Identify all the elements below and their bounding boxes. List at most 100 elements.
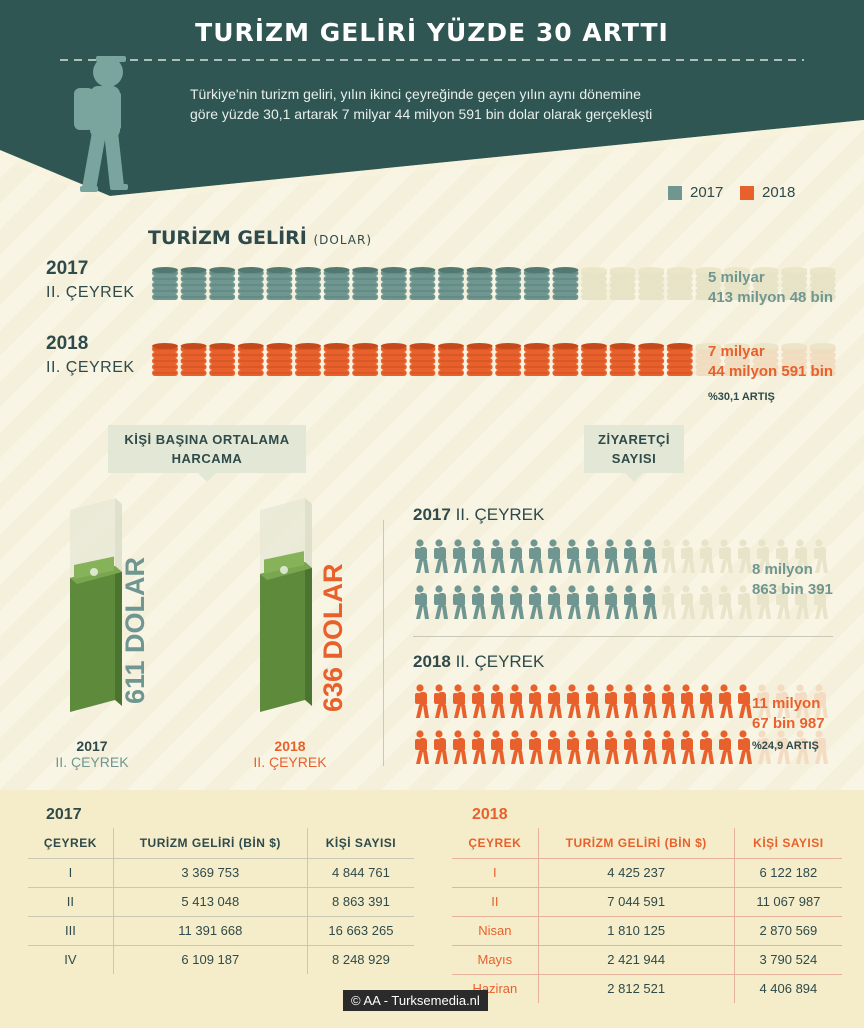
header-banner: TURİZM GELİRİ YÜZDE 30 ARTTI Türkiye'nin…	[0, 0, 864, 200]
table-2018-cell: 3 790 524	[733, 944, 842, 974]
income-title-text: TURİZM GELİRİ	[148, 227, 307, 249]
visitors-quarter-2018: II. ÇEYREK	[455, 652, 545, 671]
table-2017-cell: 6 109 187	[112, 944, 308, 974]
visitors-increase: %24,9 ARTIŞ	[752, 740, 819, 752]
people-grid-2018	[415, 684, 828, 764]
coin-stack	[295, 267, 321, 300]
coin-stack-faded	[666, 267, 693, 300]
person-icon	[434, 730, 448, 764]
coin-stack	[352, 267, 379, 300]
coin-stack	[409, 267, 436, 300]
person-icon	[624, 539, 638, 573]
person-icon	[510, 730, 524, 764]
hiker-icon	[74, 56, 128, 192]
table-2018-cell: II	[452, 886, 539, 916]
person-icon-faded	[738, 585, 752, 619]
person-icon-faded	[814, 730, 828, 764]
person-icon	[643, 585, 657, 619]
coin-stack	[295, 343, 321, 376]
person-icon	[434, 684, 448, 718]
person-icon-faded	[757, 539, 771, 573]
person-icon	[605, 539, 619, 573]
person-icon	[472, 684, 486, 718]
pillar-2017	[70, 498, 122, 712]
section-divider	[383, 520, 384, 766]
person-icon-faded	[795, 585, 809, 619]
coin-stack	[209, 267, 236, 300]
legend-swatch-orange	[740, 185, 754, 200]
coin-stack-faded	[752, 267, 779, 300]
person-icon	[453, 684, 467, 718]
visitors-badge-line2: SAYISI	[611, 451, 657, 466]
person-icon-faded	[662, 585, 676, 619]
table-row: Mayıs 2 421 944 3 790 524	[452, 944, 842, 974]
person-icon	[472, 730, 486, 764]
table-row: III 11 391 668 16 663 265	[28, 915, 414, 945]
person-icon-faded	[776, 684, 790, 718]
person-icon	[567, 684, 581, 718]
person-icon	[738, 730, 752, 764]
coin-stack-faded	[695, 267, 722, 300]
table-2017-cell: III	[28, 915, 114, 945]
table-2018-cell: Mayıs	[452, 944, 539, 974]
person-icon	[662, 730, 676, 764]
income-value-2018-line1: 7 milyar	[708, 343, 765, 360]
person-icon	[491, 585, 505, 619]
pillar-label-2017: 2017 II. ÇEYREK	[37, 738, 147, 770]
coin-stack	[609, 343, 636, 376]
coin-stack-faded	[781, 343, 808, 376]
table-2018-cell: 2 812 521	[537, 973, 735, 1003]
person-icon	[472, 539, 486, 573]
table-2018-cell: 6 122 182	[733, 857, 842, 887]
table-2017-cell: 8 248 929	[306, 944, 414, 974]
table-2018-header-1: TURİZM GELİRİ (BİN $)	[537, 828, 735, 858]
person-icon-faded	[814, 585, 828, 619]
coin-stack	[409, 343, 436, 376]
person-icon-faded	[738, 539, 752, 573]
person-icon	[586, 730, 600, 764]
table-2017-cell: 11 391 668	[112, 915, 308, 945]
coin-stack-faded	[724, 267, 750, 300]
table-2017-cell: I	[28, 857, 114, 887]
table-2018-cell: I	[452, 857, 539, 887]
coin-stack-faded	[809, 267, 836, 300]
visitors-divider	[413, 636, 833, 637]
visitors-badge: ZİYARETÇİ SAYISI	[584, 425, 684, 482]
legend-label-2018: 2018	[762, 184, 796, 201]
person-icon-faded	[776, 539, 790, 573]
income-value-2017: 5 milyar 413 milyon 48 bin	[708, 268, 833, 308]
coin-stack-faded	[638, 267, 665, 300]
person-icon	[681, 684, 695, 718]
person-icon-faded	[776, 585, 790, 619]
table-2018-cell: 7 044 591	[537, 886, 735, 916]
coin-stack	[581, 343, 607, 376]
visitors-value-2018: 11 milyon 67 bin 987	[752, 694, 825, 734]
person-icon	[681, 730, 695, 764]
coin-stack-faded	[752, 343, 779, 376]
money-icon-2017	[74, 556, 114, 580]
person-icon-faded	[681, 585, 695, 619]
coin-stack	[523, 267, 550, 300]
person-icon	[548, 539, 562, 573]
person-icon	[415, 730, 429, 764]
coin-stack	[180, 343, 207, 376]
coin-row-2018	[152, 343, 836, 376]
coin-stack-faded	[724, 343, 750, 376]
income-value-2017-line1: 5 milyar	[708, 269, 765, 286]
person-icon	[415, 539, 429, 573]
person-icon	[529, 684, 543, 718]
person-icon	[567, 585, 581, 619]
spending-value-2018: 636 DOLAR	[318, 563, 348, 712]
coin-stack	[266, 267, 293, 300]
coin-stack	[666, 343, 693, 376]
coin-stack	[380, 343, 407, 376]
table-row: Haziran 2 812 521 4 406 894	[452, 973, 842, 1003]
income-increase: %30,1 ARTIŞ	[708, 391, 775, 403]
person-icon-faded	[795, 539, 809, 573]
coin-stack	[152, 343, 178, 376]
person-icon	[738, 684, 752, 718]
people-grid-2017	[415, 539, 828, 619]
person-icon	[624, 684, 638, 718]
